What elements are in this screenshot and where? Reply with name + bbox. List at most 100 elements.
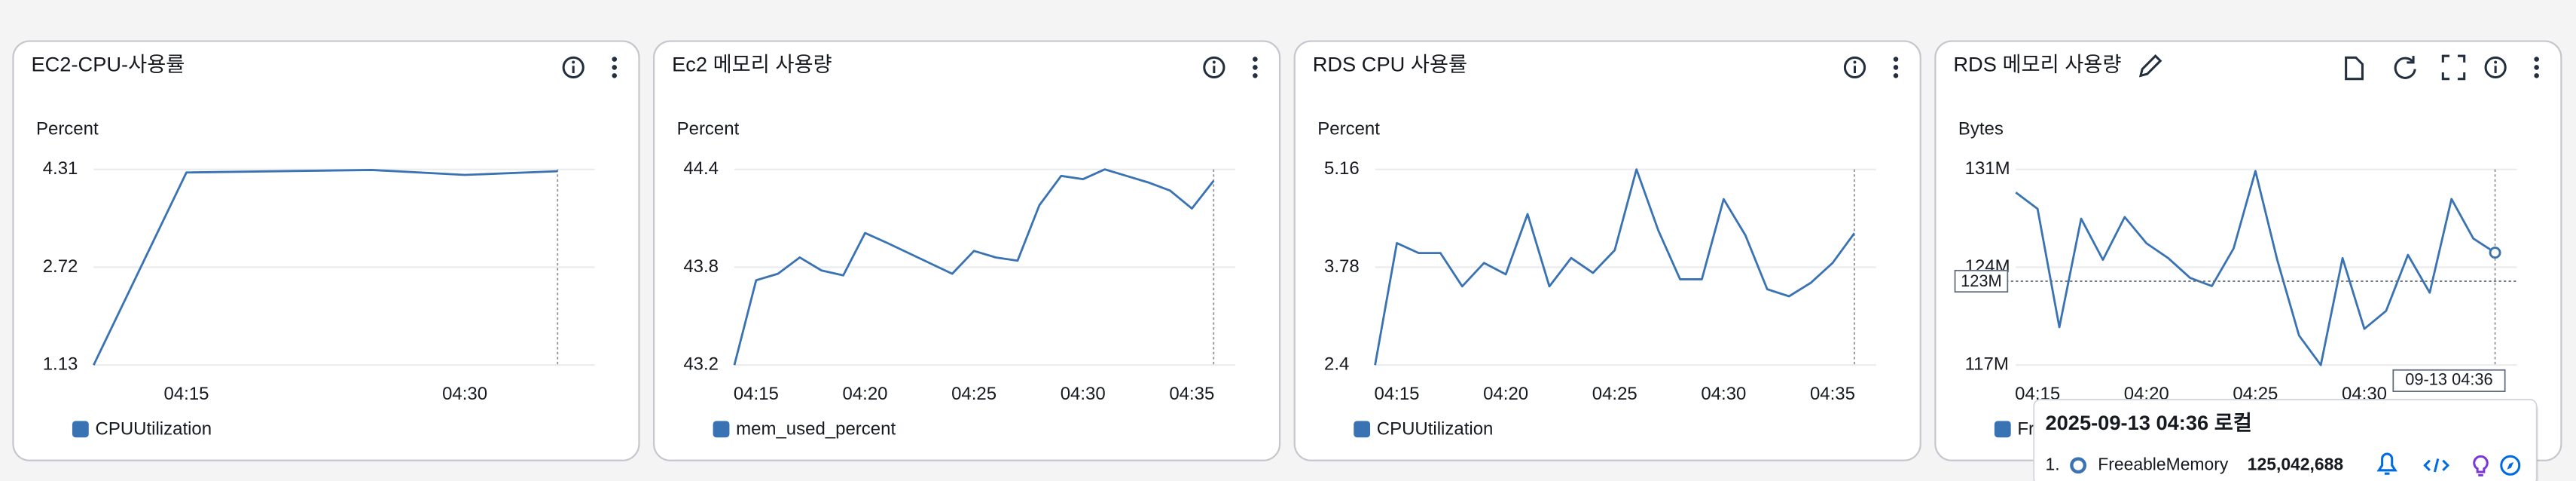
legend-swatch: [1994, 421, 2011, 438]
x-tick-label: 04:30: [1701, 384, 1746, 404]
more-icon: [1253, 57, 1258, 62]
y-axis-label: Percent: [36, 119, 99, 139]
tooltip-index: 1.: [2045, 454, 2059, 473]
bell-icon: [2376, 452, 2397, 475]
x-tick-label: 04:35: [1169, 384, 1214, 404]
more-icon: [1893, 57, 1899, 62]
hover-point: [2489, 247, 2501, 259]
more-icon: [2534, 65, 2539, 70]
info-icon: [2494, 60, 2498, 64]
legend-swatch: [713, 421, 730, 438]
more-icon: [2534, 73, 2539, 78]
more-icon: [1253, 73, 1258, 78]
file-button[interactable]: [2345, 56, 2364, 81]
y-axis-label: Percent: [1317, 119, 1380, 139]
more-icon: [612, 57, 618, 62]
info-icon: [1212, 60, 1216, 64]
y-tick-label: 43.8: [683, 256, 719, 277]
widget-panel: [652, 40, 1281, 461]
info-icon: [2484, 56, 2507, 79]
fullscreen-button[interactable]: [2441, 54, 2466, 81]
y-tick-label: 3.78: [1324, 256, 1360, 277]
x-tick-label: 04:35: [1810, 384, 1855, 404]
crosshair-y-label: 123M: [1961, 271, 2002, 290]
chart-title: RDS 메모리 사용량: [1953, 52, 2121, 75]
y-axis-label: Percent: [677, 119, 740, 139]
more-icon: [612, 65, 618, 70]
info-button[interactable]: [1203, 56, 1225, 79]
info-icon: [562, 56, 584, 79]
x-tick-label: 04:25: [1592, 384, 1637, 404]
info-icon: [1203, 56, 1225, 79]
chart-title: EC2-CPU-사용률: [31, 52, 185, 75]
data-line: [2015, 170, 2496, 366]
y-tick-label: 43.2: [683, 354, 719, 375]
code-button[interactable]: [2423, 458, 2450, 473]
legend-label: CPUUtilization: [96, 419, 212, 440]
x-tick-label: 04:15: [1375, 384, 1420, 404]
compass-needle: [2507, 461, 2514, 470]
x-tick-label: 04:15: [734, 384, 779, 404]
tooltip-series: FreeableMemory: [2098, 454, 2229, 473]
y-tick-label: 1.13: [43, 354, 78, 375]
crosshair-x-label: 09-13 04:36: [2405, 370, 2492, 389]
data-line: [733, 168, 1215, 366]
crosshair-y-box: [1954, 269, 2009, 293]
y-tick-label: 4.31: [43, 158, 78, 179]
info-button[interactable]: [562, 56, 584, 79]
tooltip-title: 2025-09-13 04:36 로컬: [2045, 411, 2251, 434]
more-button[interactable]: [1253, 57, 1258, 78]
x-tick-label: 04:25: [951, 384, 997, 404]
legend-label: CPUUtilization: [1377, 419, 1494, 440]
more-icon: [1253, 65, 1258, 70]
more-button[interactable]: [1893, 57, 1899, 78]
y-tick-label: 44.4: [683, 158, 719, 179]
y-tick-label: 131M: [1965, 158, 2010, 179]
legend-swatch: [1354, 421, 1371, 438]
crosshair-x-box: [2392, 369, 2506, 392]
insight-button[interactable]: [2473, 455, 2489, 476]
y-tick-label: 5.16: [1324, 158, 1360, 179]
more-icon: [1893, 73, 1899, 78]
file-icon: [2345, 56, 2364, 81]
data-line: [93, 169, 558, 366]
info-button[interactable]: [1843, 56, 1866, 79]
info-icon: [1853, 60, 1857, 64]
info-icon: [572, 60, 575, 64]
explore-button[interactable]: [2500, 455, 2521, 476]
code-icon: [2423, 458, 2450, 473]
y-axis-label: Bytes: [1958, 119, 2004, 139]
edit-icon: [2138, 54, 2162, 78]
edit-button[interactable]: [2138, 54, 2162, 78]
compass-icon: [2500, 455, 2521, 476]
chart-title: Ec2 메모리 사용량: [672, 52, 832, 75]
more-button[interactable]: [612, 57, 618, 78]
info-icon: [1843, 56, 1866, 79]
bulb-icon: [2473, 455, 2489, 476]
alarm-button[interactable]: [2376, 452, 2397, 475]
x-tick-label: 04:30: [1061, 384, 1106, 404]
chart-title: RDS CPU 사용률: [1313, 52, 1467, 75]
x-tick-label: 04:30: [442, 384, 487, 404]
x-tick-label: 04:20: [842, 384, 887, 404]
y-tick-label: 2.72: [43, 256, 78, 277]
info-button[interactable]: [2484, 56, 2507, 79]
tooltip-value: 125,042,688: [2248, 454, 2344, 473]
widget-panel: [12, 40, 640, 461]
more-button[interactable]: [2534, 57, 2539, 78]
y-tick-label: 2.4: [1324, 354, 1349, 375]
tooltip-series-marker: [2070, 457, 2087, 474]
more-icon: [2534, 57, 2539, 62]
more-icon: [1893, 65, 1899, 70]
widget-panel: [1293, 40, 1921, 461]
refresh-button[interactable]: [2394, 56, 2416, 79]
y-tick-label: 117M: [1965, 354, 2009, 375]
fullscreen-icon: [2441, 54, 2466, 81]
tooltip-box: [2033, 399, 2538, 481]
legend-swatch: [72, 421, 89, 438]
data-line: [1374, 168, 1856, 366]
more-icon: [612, 73, 618, 78]
refresh-icon: [2394, 56, 2416, 79]
